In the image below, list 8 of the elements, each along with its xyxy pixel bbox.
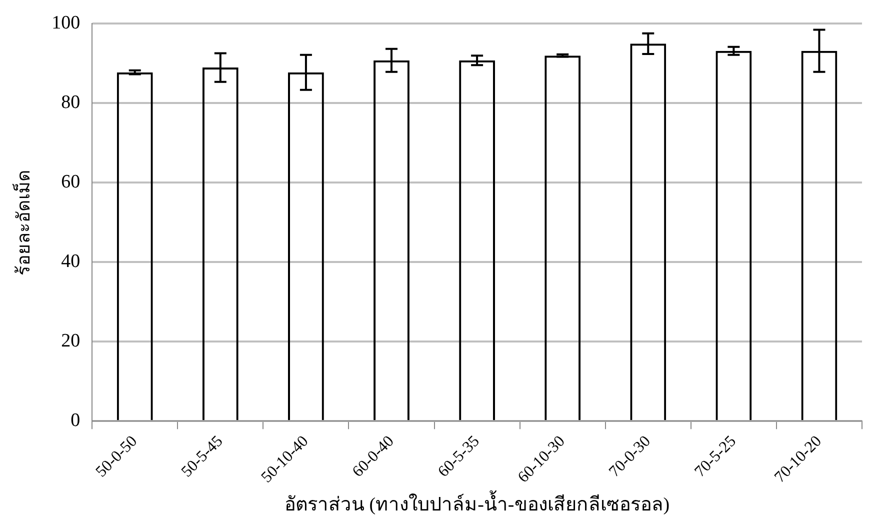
y-tick-label: 80 [61,92,80,113]
y-tick-label: 20 [61,330,80,352]
y-axis-title: ร้อยละอัดเม็ด [12,169,34,276]
y-tick-label: 100 [52,12,80,34]
y-tick-label: 60 [61,171,80,192]
y-tick-label: 40 [61,251,80,272]
x-axis-title: อัตราส่วน (ทางใบปาล์ม-น้ำ-ของเสียกลีเซอรอล) [284,490,670,516]
y-tick-label: 0 [70,410,80,432]
